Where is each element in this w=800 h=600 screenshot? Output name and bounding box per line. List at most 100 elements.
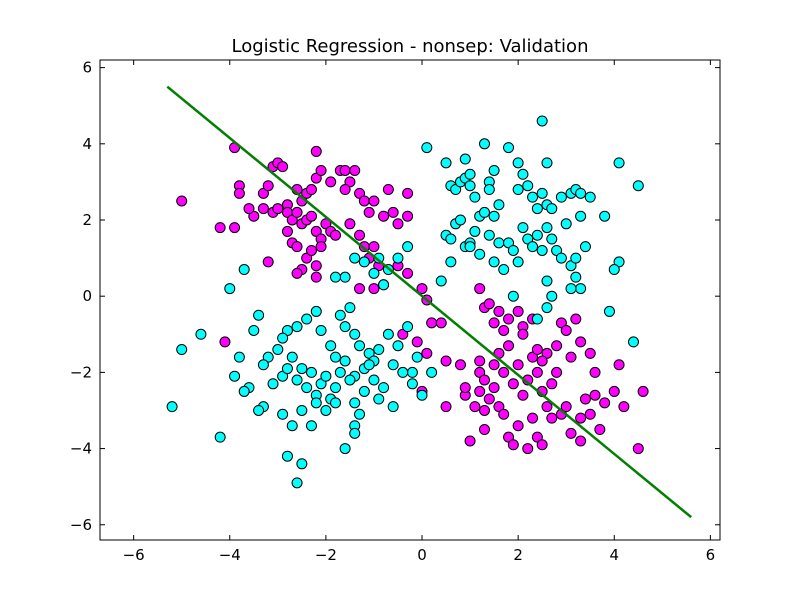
data-point: [589, 366, 601, 378]
data-point: [546, 233, 558, 245]
data-point: [517, 168, 529, 180]
data-point: [565, 351, 577, 363]
data-point: [536, 244, 548, 256]
data-point: [176, 195, 188, 207]
data-point: [305, 366, 317, 378]
data-point: [541, 302, 553, 314]
data-point: [402, 210, 414, 222]
data-point: [277, 332, 289, 344]
data-point: [618, 401, 630, 413]
data-point: [253, 309, 265, 321]
data-point: [301, 313, 313, 325]
data-point: [358, 256, 370, 268]
data-point: [363, 206, 375, 218]
data-point: [358, 195, 370, 207]
data-point: [512, 420, 524, 432]
data-point: [435, 275, 447, 287]
data-point: [570, 271, 582, 283]
data-point: [262, 256, 274, 268]
data-point: [531, 203, 543, 215]
data-point: [426, 317, 438, 329]
data-point: [368, 283, 380, 295]
data-point: [406, 366, 418, 378]
data-point: [512, 256, 524, 268]
data-point: [387, 206, 399, 218]
data-point: [349, 427, 361, 439]
data-point: [512, 359, 524, 371]
data-point: [296, 458, 308, 470]
data-point: [512, 305, 524, 317]
data-point: [243, 203, 255, 215]
data-point: [378, 210, 390, 222]
data-point: [483, 229, 495, 241]
data-point: [531, 313, 543, 325]
data-point: [392, 340, 404, 352]
data-point: [584, 408, 596, 420]
data-point: [315, 324, 327, 336]
data-point: [330, 351, 342, 363]
y-tick-label: 4: [82, 135, 92, 153]
data-point: [493, 199, 505, 211]
data-point: [281, 450, 293, 462]
x-tick-label: −6: [123, 546, 145, 564]
data-point: [503, 313, 515, 325]
data-point: [301, 382, 313, 394]
data-point: [334, 309, 346, 321]
data-point: [541, 222, 553, 234]
data-point: [527, 241, 539, 253]
data-point: [219, 336, 231, 348]
data-point: [464, 241, 476, 253]
data-point: [330, 382, 342, 394]
y-tick-label: −2: [70, 363, 92, 381]
data-point: [382, 184, 394, 196]
data-point: [224, 283, 236, 295]
data-point: [507, 439, 519, 451]
data-point: [368, 195, 380, 207]
data-point: [498, 408, 510, 420]
data-point: [575, 210, 587, 222]
data-point: [411, 351, 423, 363]
x-tick-label: 0: [417, 546, 427, 564]
data-point: [483, 393, 495, 405]
data-point: [421, 142, 433, 154]
data-point: [541, 275, 553, 287]
data-point: [522, 180, 534, 192]
data-point: [445, 256, 457, 268]
data-point: [570, 252, 582, 264]
data-point: [469, 401, 481, 413]
data-point: [373, 252, 385, 264]
data-point: [339, 443, 351, 455]
data-point: [594, 424, 606, 436]
data-point: [349, 252, 361, 264]
data-point: [445, 233, 457, 245]
data-point: [320, 370, 332, 382]
data-point: [402, 187, 414, 199]
data-point: [330, 229, 342, 241]
data-point: [339, 164, 351, 176]
data-point: [488, 210, 500, 222]
data-point: [560, 218, 572, 230]
data-point: [464, 435, 476, 447]
data-point: [344, 302, 356, 314]
data-point: [517, 389, 529, 401]
x-tick-label: −4: [219, 546, 241, 564]
data-point: [555, 252, 567, 264]
data-point: [512, 157, 524, 169]
data-point: [507, 378, 519, 390]
data-point: [233, 187, 245, 199]
data-point: [459, 382, 471, 394]
data-point: [373, 344, 385, 356]
data-point: [411, 336, 423, 348]
y-tick-label: 2: [82, 211, 92, 229]
data-point: [435, 317, 447, 329]
x-tick-label: 2: [513, 546, 523, 564]
data-point: [478, 206, 490, 218]
data-point: [416, 389, 428, 401]
data-point: [214, 431, 226, 443]
data-point: [459, 153, 471, 165]
data-point: [570, 313, 582, 325]
data-point: [469, 191, 481, 203]
data-point: [488, 256, 500, 268]
data-point: [310, 397, 322, 409]
data-point: [286, 351, 298, 363]
